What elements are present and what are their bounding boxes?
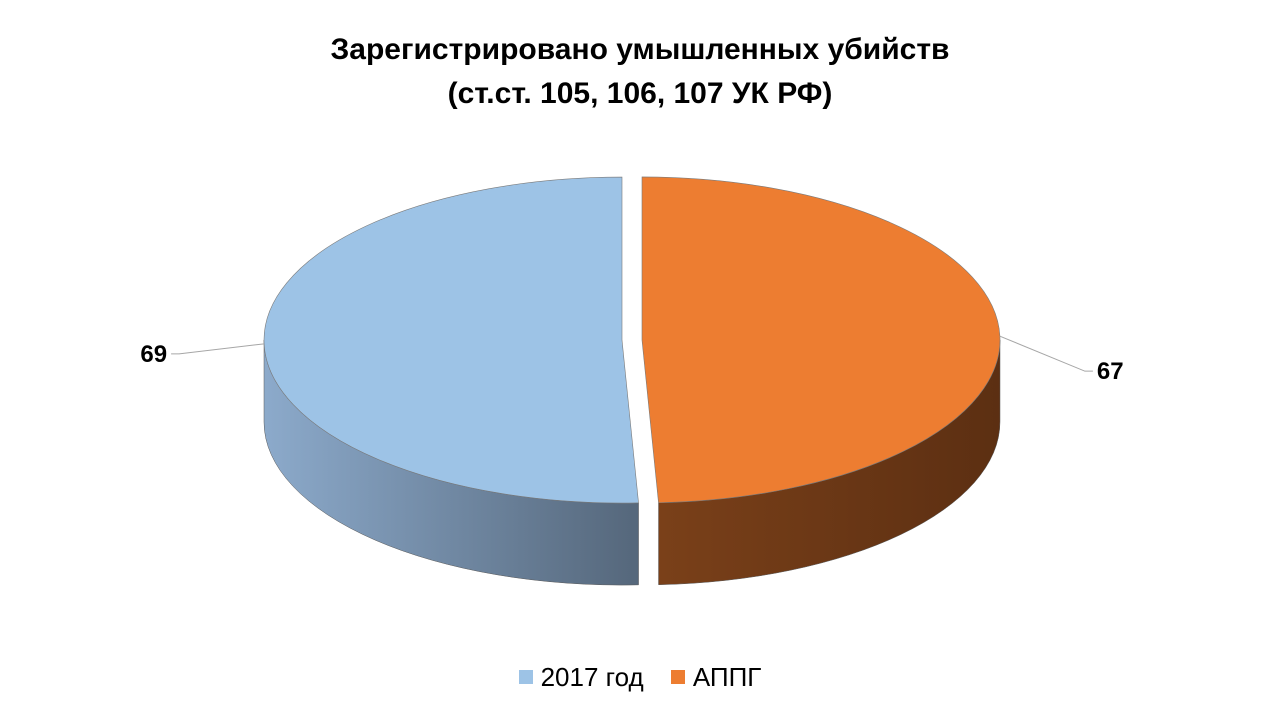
data-label-leader-appg (999, 335, 1093, 372)
pie-slice-appg (641, 176, 1001, 504)
legend-label-2017: 2017 год (540, 661, 644, 692)
legend-item-appg: АППГ (670, 661, 762, 693)
pie-slice-2017 (263, 176, 639, 504)
chart-legend: 2017 год АППГ (0, 660, 1280, 693)
legend-item-2017: 2017 год (518, 661, 644, 693)
data-label-appg: 67 (1097, 358, 1124, 385)
legend-swatch-2017 (518, 670, 533, 684)
chart-title-line-1: Зарегистрировано умышленных убийств (330, 33, 950, 66)
data-label-2017: 69 (140, 341, 167, 368)
data-label-leader-2017 (171, 343, 265, 355)
legend-swatch-appg (670, 670, 685, 684)
legend-label-appg: АППГ (692, 661, 762, 692)
chart-title-line-2: (ст.ст. 105, 106, 107 УК РФ) (447, 77, 833, 110)
chart-title: Зарегистрировано умышленных убийств (ст.… (0, 28, 1280, 116)
